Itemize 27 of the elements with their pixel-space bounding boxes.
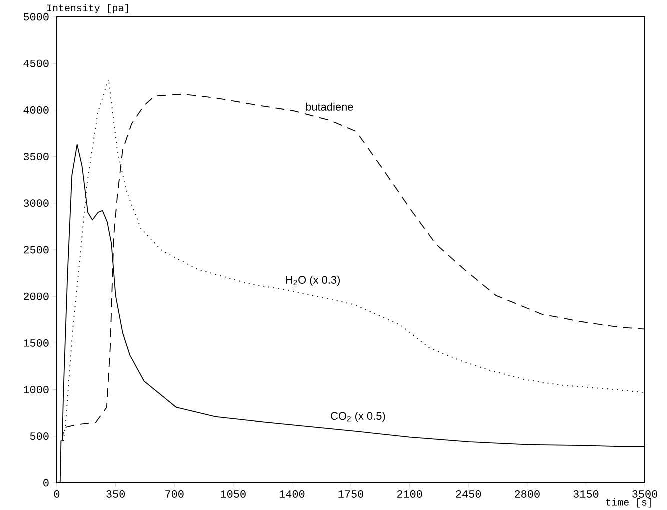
y-tick-label: 4500 (24, 60, 49, 68)
y-tick-label: 3000 (24, 200, 49, 208)
x-tick-label: 2450 (456, 490, 482, 498)
y-tick-label: 0 (44, 479, 49, 487)
y-axis-title: Intensity [pa] (48, 4, 128, 14)
series-label: H$_{2}$O (x 0.3) (286, 276, 340, 286)
x-tick-label: 1050 (221, 490, 246, 498)
y-tick-label: 4000 (24, 106, 49, 114)
x-tick-label: 2100 (397, 490, 422, 498)
y-tick-label: 2000 (24, 292, 49, 300)
x-tick-label: 700 (166, 490, 184, 498)
x-tick-label: 3150 (574, 490, 599, 498)
series-label: butadiene (306, 102, 354, 111)
y-tick-label: 5000 (24, 13, 49, 21)
y-tick-label: 3500 (24, 153, 49, 161)
y-tick-label: 500 (30, 432, 49, 440)
x-tick-label: 0 (54, 490, 60, 498)
y-tick-label: 2500 (24, 246, 49, 254)
x-axis-title: time [s] (606, 498, 652, 508)
x-tick-label: 2800 (515, 490, 540, 498)
x-tick-label: 3500 (632, 490, 658, 498)
x-tick-label: 350 (106, 490, 125, 498)
y-tick-label: 1500 (24, 339, 49, 347)
y-tick-label: 1000 (24, 386, 49, 394)
x-tick-label: 1400 (280, 490, 305, 498)
x-tick-label: 1750 (338, 490, 364, 498)
series-label: CO$_{2}$ (x 0.5) (331, 412, 386, 422)
